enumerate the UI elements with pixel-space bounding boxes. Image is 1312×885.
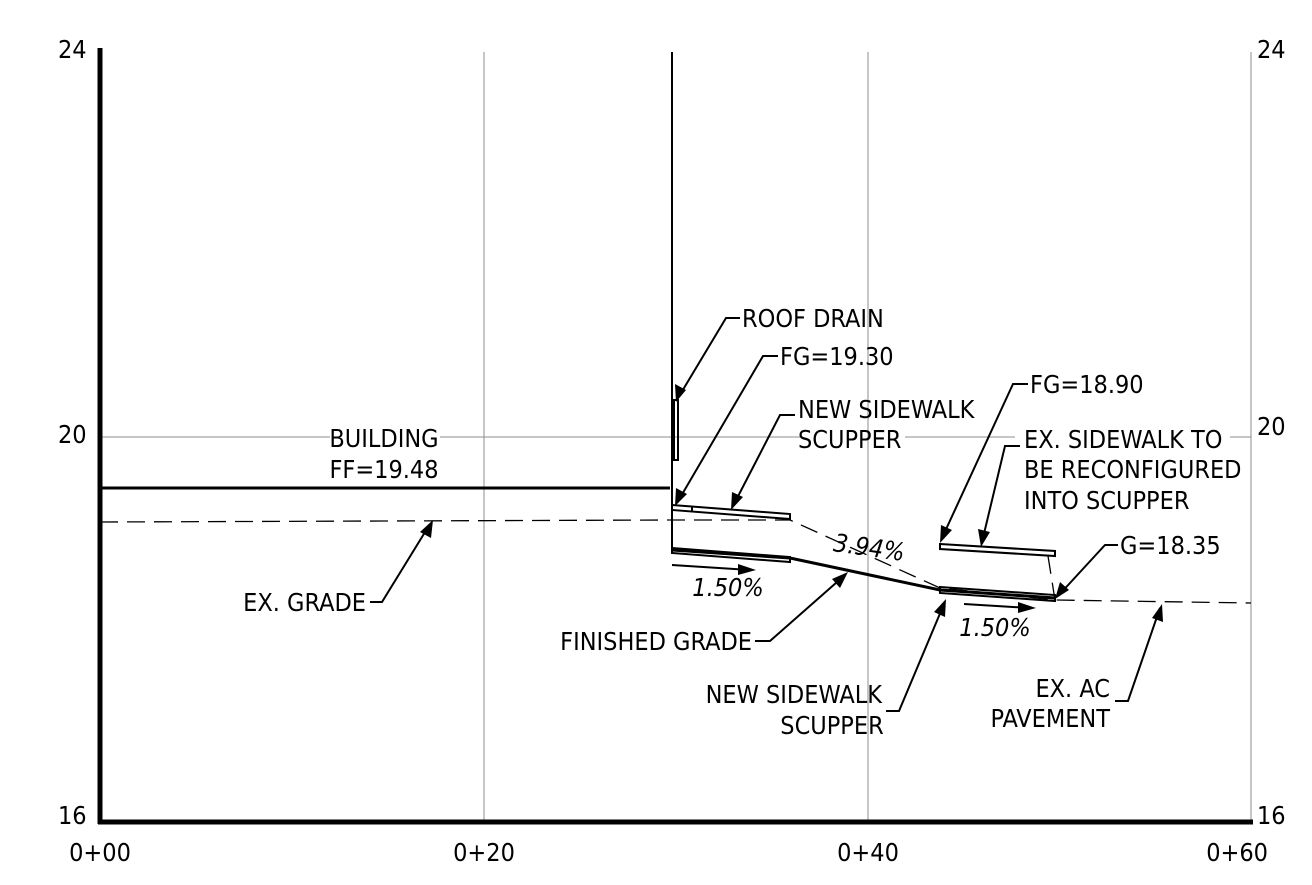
building-ff-label: FF=19.48 (329, 455, 438, 484)
ex-sidewalk-label-3: INTO SCUPPER (1024, 486, 1189, 515)
scupper-bottom-leader (886, 603, 945, 712)
ex-sidewalk-label-1: EX. SIDEWALK TO (1024, 425, 1222, 454)
scupper-bottom-arrow (934, 599, 946, 617)
new-sidewalk-scupper-right (939, 585, 1056, 603)
new-sidewalk-scupper-lower (671, 546, 791, 564)
roof-drain-pipe (673, 399, 679, 461)
finished-grade-arrow (832, 572, 848, 588)
g-1835-label: G=18.35 (1120, 531, 1221, 560)
x-tick-40: 0+40 (837, 838, 899, 867)
finished-grade-line (671, 548, 1056, 600)
ex-grade-arrow (420, 520, 433, 538)
scupper-upper-label-1: NEW SIDEWALK (798, 395, 976, 424)
roof-drain-label: ROOF DRAIN (742, 304, 884, 333)
ex-ac-label-2: PAVEMENT (990, 704, 1110, 733)
slope-1-label: 1.50% (692, 573, 763, 602)
finished-grade-leader (755, 574, 846, 642)
slope-arrow-1-head (738, 564, 756, 575)
ex-sidewalk-label-2: BE RECONFIGURED (1024, 455, 1241, 484)
x-tick-0: 0+00 (69, 838, 131, 867)
x-tick-60: 0+60 (1206, 838, 1268, 867)
g-1835-leader (1057, 544, 1118, 597)
scupper-bottom-label-2: SCUPPER (780, 711, 883, 740)
y-tick-right-16: 16 (1257, 801, 1286, 830)
y-tick-left-20: 20 (58, 420, 87, 449)
y-tick-left-24: 24 (58, 35, 87, 64)
slope-arrow-1-shaft (671, 564, 751, 571)
new-sidewalk-scupper-upper (671, 503, 791, 521)
y-tick-right-24: 24 (1257, 35, 1286, 64)
fg-1890-arrow (940, 525, 952, 543)
grid (100, 52, 1252, 822)
ex-grade-label: EX. GRADE (243, 588, 366, 617)
slope-3-label: 1.50% (959, 613, 1030, 642)
y-tick-left-16: 16 (58, 801, 87, 830)
existing-grade-drop (1047, 555, 1056, 601)
existing-grade-line (99, 519, 1252, 604)
scupper-bottom-label-1: NEW SIDEWALK (706, 680, 884, 709)
ex-sidewalk-arrow (978, 529, 990, 547)
g-1835-arrow (1055, 582, 1069, 599)
roof-drain-arrow (675, 384, 686, 402)
ex-ac-label-1: EX. AC (1035, 674, 1110, 703)
scupper-upper-arrow (731, 492, 743, 510)
slope-arrow-3-head (1018, 602, 1036, 613)
fg-1930-label: FG=19.30 (780, 342, 894, 371)
ex-sidewalk-leader (981, 445, 1020, 543)
ex-ac-leader (1115, 607, 1161, 702)
fg-1930-leader (676, 355, 778, 504)
ex-grade-leader (370, 523, 431, 603)
x-tick-20: 0+20 (453, 838, 515, 867)
scupper-upper-leader (732, 414, 795, 507)
ex-ac-arrow (1152, 604, 1163, 622)
ex-sidewalk-strip (939, 542, 1056, 558)
roof-drain-leader (677, 317, 740, 399)
scupper-upper-label-2: SCUPPER (798, 425, 901, 454)
finished-grade-label: FINISHED GRADE (560, 627, 752, 656)
fg-1890-label: FG=18.90 (1030, 370, 1144, 399)
building-label: BUILDING (329, 424, 438, 453)
y-tick-right-20: 20 (1257, 412, 1286, 441)
slope-2-label: 3.94% (832, 528, 907, 567)
fg-1930-arrow (675, 488, 687, 506)
fg-1890-leader (941, 383, 1028, 539)
